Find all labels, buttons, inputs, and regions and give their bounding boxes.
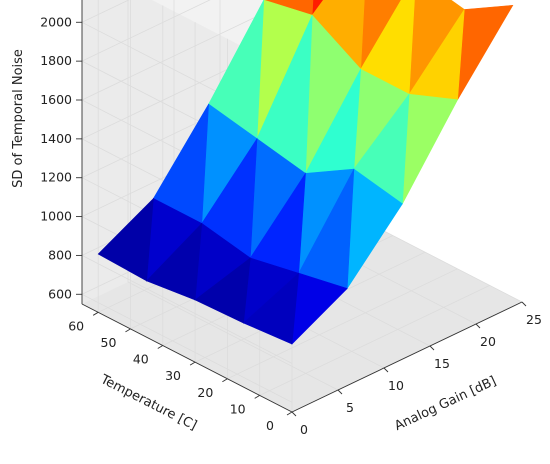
x-tick-label: 5 [346,400,354,415]
y-tick [92,311,99,316]
z-tick-label: 1800 [40,53,72,68]
y-tick-label: 60 [68,318,84,333]
z-tick-label: 1400 [40,131,72,146]
surface-facet [457,4,514,100]
x-tick-label: 0 [300,422,308,437]
y-tick-label: 10 [230,401,246,416]
x-tick [291,411,297,417]
z-tick-label: 1200 [40,170,72,185]
x-tick [337,389,343,395]
y-tick [222,378,228,383]
y-tick [189,361,196,366]
surface-facet [402,93,459,204]
y-tick [125,328,131,333]
x-tick-label: 10 [388,378,404,393]
y-tick-label: 50 [101,335,117,350]
grid-line-x [127,0,339,391]
surface-facet [242,272,300,345]
z-tick-label: 600 [48,286,72,301]
y-axis-line [81,303,293,413]
y-tick-label: 20 [197,385,213,400]
y-axis-label: Temperature [C] [97,372,199,434]
tick-labels: 0 5 10 15 20 25 0 10 20 30 40 50 60 600 800 1000 1200 140… [40,14,542,437]
y-tick [286,411,293,416]
z-tick-label: 2000 [40,14,72,29]
surface-facet [97,197,154,282]
x-tick-label: 20 [480,334,496,349]
x-axis-line [291,301,523,413]
z-tick-label: 1600 [40,92,72,107]
y-tick [157,345,164,349]
y-tick [254,394,260,399]
y-tick-label: 30 [165,368,181,383]
z-tick-label: 800 [48,247,72,262]
z-axis-label: SD of Temporal Noise [11,49,26,188]
y-tick-label: 40 [133,352,149,367]
z-tick-label: 1000 [40,209,72,224]
x-tick-label: 15 [434,356,450,371]
x-axis-label: Analog Gain [dB] [392,374,498,434]
x-tick [521,301,527,307]
x-tick [475,323,481,329]
x-tick [383,367,389,373]
axis-lines [76,0,527,417]
x-tick-label: 25 [526,312,542,327]
surface-facet [146,222,203,301]
surface-facet [194,257,251,324]
surface-plot [97,0,514,345]
x-tick [429,345,435,351]
y-tick-label: 0 [266,418,274,433]
